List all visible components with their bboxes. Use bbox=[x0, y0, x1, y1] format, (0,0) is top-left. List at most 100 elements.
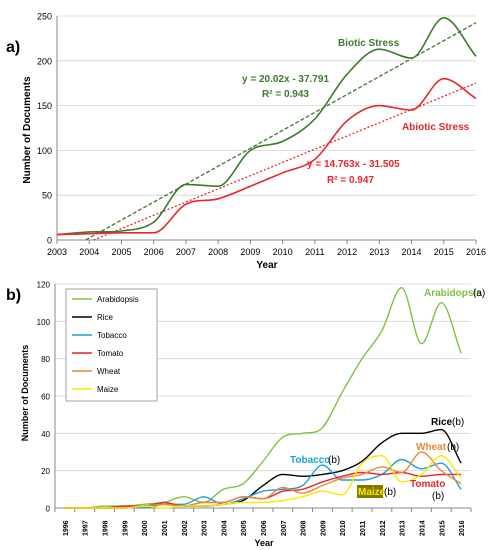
series-line-rice bbox=[64, 428, 462, 509]
panel-b-x-tick-label: 1998 bbox=[103, 520, 110, 536]
panel-a-x-tick-label: 2015 bbox=[434, 247, 454, 257]
legend-label-wheat: Wheat bbox=[97, 367, 121, 376]
panel-b-y-tick-label: 80 bbox=[41, 355, 50, 364]
wheat-annotation-note: (b) bbox=[447, 442, 459, 453]
panel-b-x-tick-label: 2014 bbox=[419, 520, 426, 536]
panel-b-y-tick-label: 0 bbox=[46, 505, 51, 514]
tobacco-annotation-note: (b) bbox=[328, 455, 340, 466]
panel-a-y-tick-label: 100 bbox=[37, 146, 52, 156]
panel-b-x-axis-label: Year bbox=[254, 538, 274, 548]
panel-b-y-tick-label: 60 bbox=[41, 393, 50, 402]
panel-b-x-ticks: 1996 1997 1998 1999 2000 2001 2002 2003 2004 2005… bbox=[54, 508, 472, 536]
rice-annotation-label: Rice bbox=[431, 417, 453, 428]
legend-label-rice: Rice bbox=[97, 313, 114, 322]
panel-a-series bbox=[56, 16, 477, 236]
panel-b-x-tick-label: 2015 bbox=[439, 520, 446, 536]
tomato-annotation-label: Tomato bbox=[410, 479, 445, 490]
panel-b-chart: b) 0 20 40 60 80 100 120 1996 1997 1998 1999 2000 2… bbox=[6, 281, 485, 549]
abiotic-r2: R² = 0.947 bbox=[327, 175, 374, 186]
legend-label-maize: Maize bbox=[97, 385, 119, 394]
panel-b-series bbox=[64, 286, 462, 509]
panel-b-y-tick-label: 120 bbox=[37, 281, 51, 290]
panel-b-x-tick-label: 2004 bbox=[221, 520, 228, 536]
rice-annotation-note: (b) bbox=[452, 417, 464, 428]
legend-label-tobacco: Tobacco bbox=[97, 331, 127, 340]
panel-b-x-tick-label: 2010 bbox=[340, 520, 347, 536]
abiotic-equation: y = 14.763x - 31.505 bbox=[307, 159, 400, 170]
wheat-annotation-label: Wheat bbox=[416, 442, 447, 453]
panel-a-y-tick-label: 250 bbox=[37, 12, 52, 22]
panel-b-x-tick-label: 2012 bbox=[380, 520, 387, 536]
panel-b-y-tick-label: 40 bbox=[41, 430, 50, 439]
panel-a-x-tick-label: 2007 bbox=[176, 247, 196, 257]
maize-annotation-note: (b) bbox=[384, 487, 396, 498]
panel-a-y-ticks: 0 50 100 150 200 250 bbox=[37, 12, 52, 246]
trendline-abiotic bbox=[93, 82, 477, 241]
panel-a-x-tick-label: 2012 bbox=[337, 247, 357, 257]
panel-a-x-ticks: 2003 2004 2005 2006 2007 2008 2009 2010 2011 2012… bbox=[47, 240, 486, 257]
panel-b-x-tick-label: 1999 bbox=[122, 520, 129, 536]
panel-a-x-tick-label: 2003 bbox=[47, 247, 67, 257]
maize-annotation-label: Maize bbox=[358, 487, 386, 498]
legend-label-arabidopsis: Arabidopsis bbox=[97, 295, 139, 304]
panel-a-x-tick-label: 2013 bbox=[369, 247, 389, 257]
panel-b-x-tick-label: 2008 bbox=[301, 520, 308, 536]
panel-b-x-tick-label: 2009 bbox=[320, 520, 327, 536]
panel-a-x-tick-label: 2004 bbox=[79, 247, 99, 257]
trendline-biotic bbox=[85, 22, 477, 241]
panel-a-y-tick-label: 0 bbox=[47, 236, 52, 246]
panel-b-y-axis-label: Number of Documents bbox=[20, 345, 30, 442]
panel-b-y-tick-label: 20 bbox=[41, 467, 50, 476]
panel-b-x-tick-label: 2007 bbox=[281, 520, 288, 536]
arabidopsis-annotation-note: (a) bbox=[473, 288, 485, 299]
panel-b-y-tick-label: 100 bbox=[37, 318, 51, 327]
panel-b-x-tick-label: 2011 bbox=[360, 521, 367, 536]
panel-b-x-tick-label: 2016 bbox=[459, 520, 466, 536]
panel-a-y-tick-label: 50 bbox=[42, 191, 52, 201]
arabidopsis-annotation-label: Arabidopsis bbox=[424, 288, 482, 299]
biotic-equation: y = 20.02x - 37.791 bbox=[242, 74, 329, 85]
maize-annotation-highlight bbox=[357, 485, 383, 498]
series-annotations: Arabidopsis (a) Rice (b) Wheat (b) Tobac… bbox=[290, 288, 485, 502]
biotic-r2: R² = 0.943 bbox=[262, 89, 309, 100]
panel-b-x-tick-label: 1996 bbox=[63, 520, 70, 536]
panel-a-x-tick-label: 2005 bbox=[111, 247, 131, 257]
panel-b-x-tick-label: 2013 bbox=[400, 520, 407, 536]
legend-box bbox=[65, 288, 158, 402]
panel-b-x-tick-label: 2003 bbox=[202, 520, 209, 536]
panel-a-axes bbox=[56, 16, 476, 241]
series-line-maize bbox=[64, 454, 462, 509]
panel-b-label: b) bbox=[6, 287, 21, 304]
panel-a-x-tick-label: 2014 bbox=[402, 247, 422, 257]
panel-b-x-tick-label: 2006 bbox=[261, 520, 268, 536]
panel-a-y-tick-label: 200 bbox=[37, 56, 52, 66]
panel-a-label: a) bbox=[6, 39, 20, 56]
tomato-annotation-note: (b) bbox=[432, 491, 444, 502]
panel-a-y-tick-label: 150 bbox=[37, 101, 52, 111]
panel-b-y-ticks: 0 20 40 60 80 100 120 bbox=[37, 281, 51, 514]
biotic-stress-label: Biotic Stress bbox=[338, 38, 400, 49]
panel-b-x-tick-label: 2005 bbox=[241, 520, 248, 536]
panel-a-x-tick-label: 2008 bbox=[208, 247, 228, 257]
panel-b-legend: Arabidopsis Rice Tobacco Tomato Wheat Maize bbox=[65, 288, 158, 402]
series-line-biotic-stress bbox=[56, 16, 477, 236]
panel-a-y-axis-label: Number of Documents bbox=[22, 76, 33, 184]
panel-b-x-tick-label: 2002 bbox=[182, 520, 189, 536]
panel-a-x-tick-label: 2006 bbox=[144, 247, 164, 257]
panel-a-gridlines bbox=[57, 15, 476, 196]
series-line-abiotic-stress bbox=[56, 77, 477, 236]
panel-a-x-tick-label: 2011 bbox=[305, 247, 324, 257]
series-line-tobacco bbox=[64, 458, 462, 509]
abiotic-stress-label: Abiotic Stress bbox=[402, 122, 470, 133]
panel-a-trendlines bbox=[85, 22, 477, 241]
panel-a-x-axis-label: Year bbox=[256, 260, 277, 271]
panel-a-x-tick-label: 2010 bbox=[273, 247, 293, 257]
legend-label-tomato: Tomato bbox=[97, 349, 124, 358]
tobacco-annotation-label: Tobacco bbox=[290, 455, 330, 466]
panel-b-x-tick-label: 2000 bbox=[142, 520, 149, 536]
panel-b-x-tick-label: 1997 bbox=[83, 520, 90, 536]
panel-b-x-tick-label: 2001 bbox=[162, 520, 169, 536]
panel-a-x-tick-label: 2009 bbox=[240, 247, 260, 257]
